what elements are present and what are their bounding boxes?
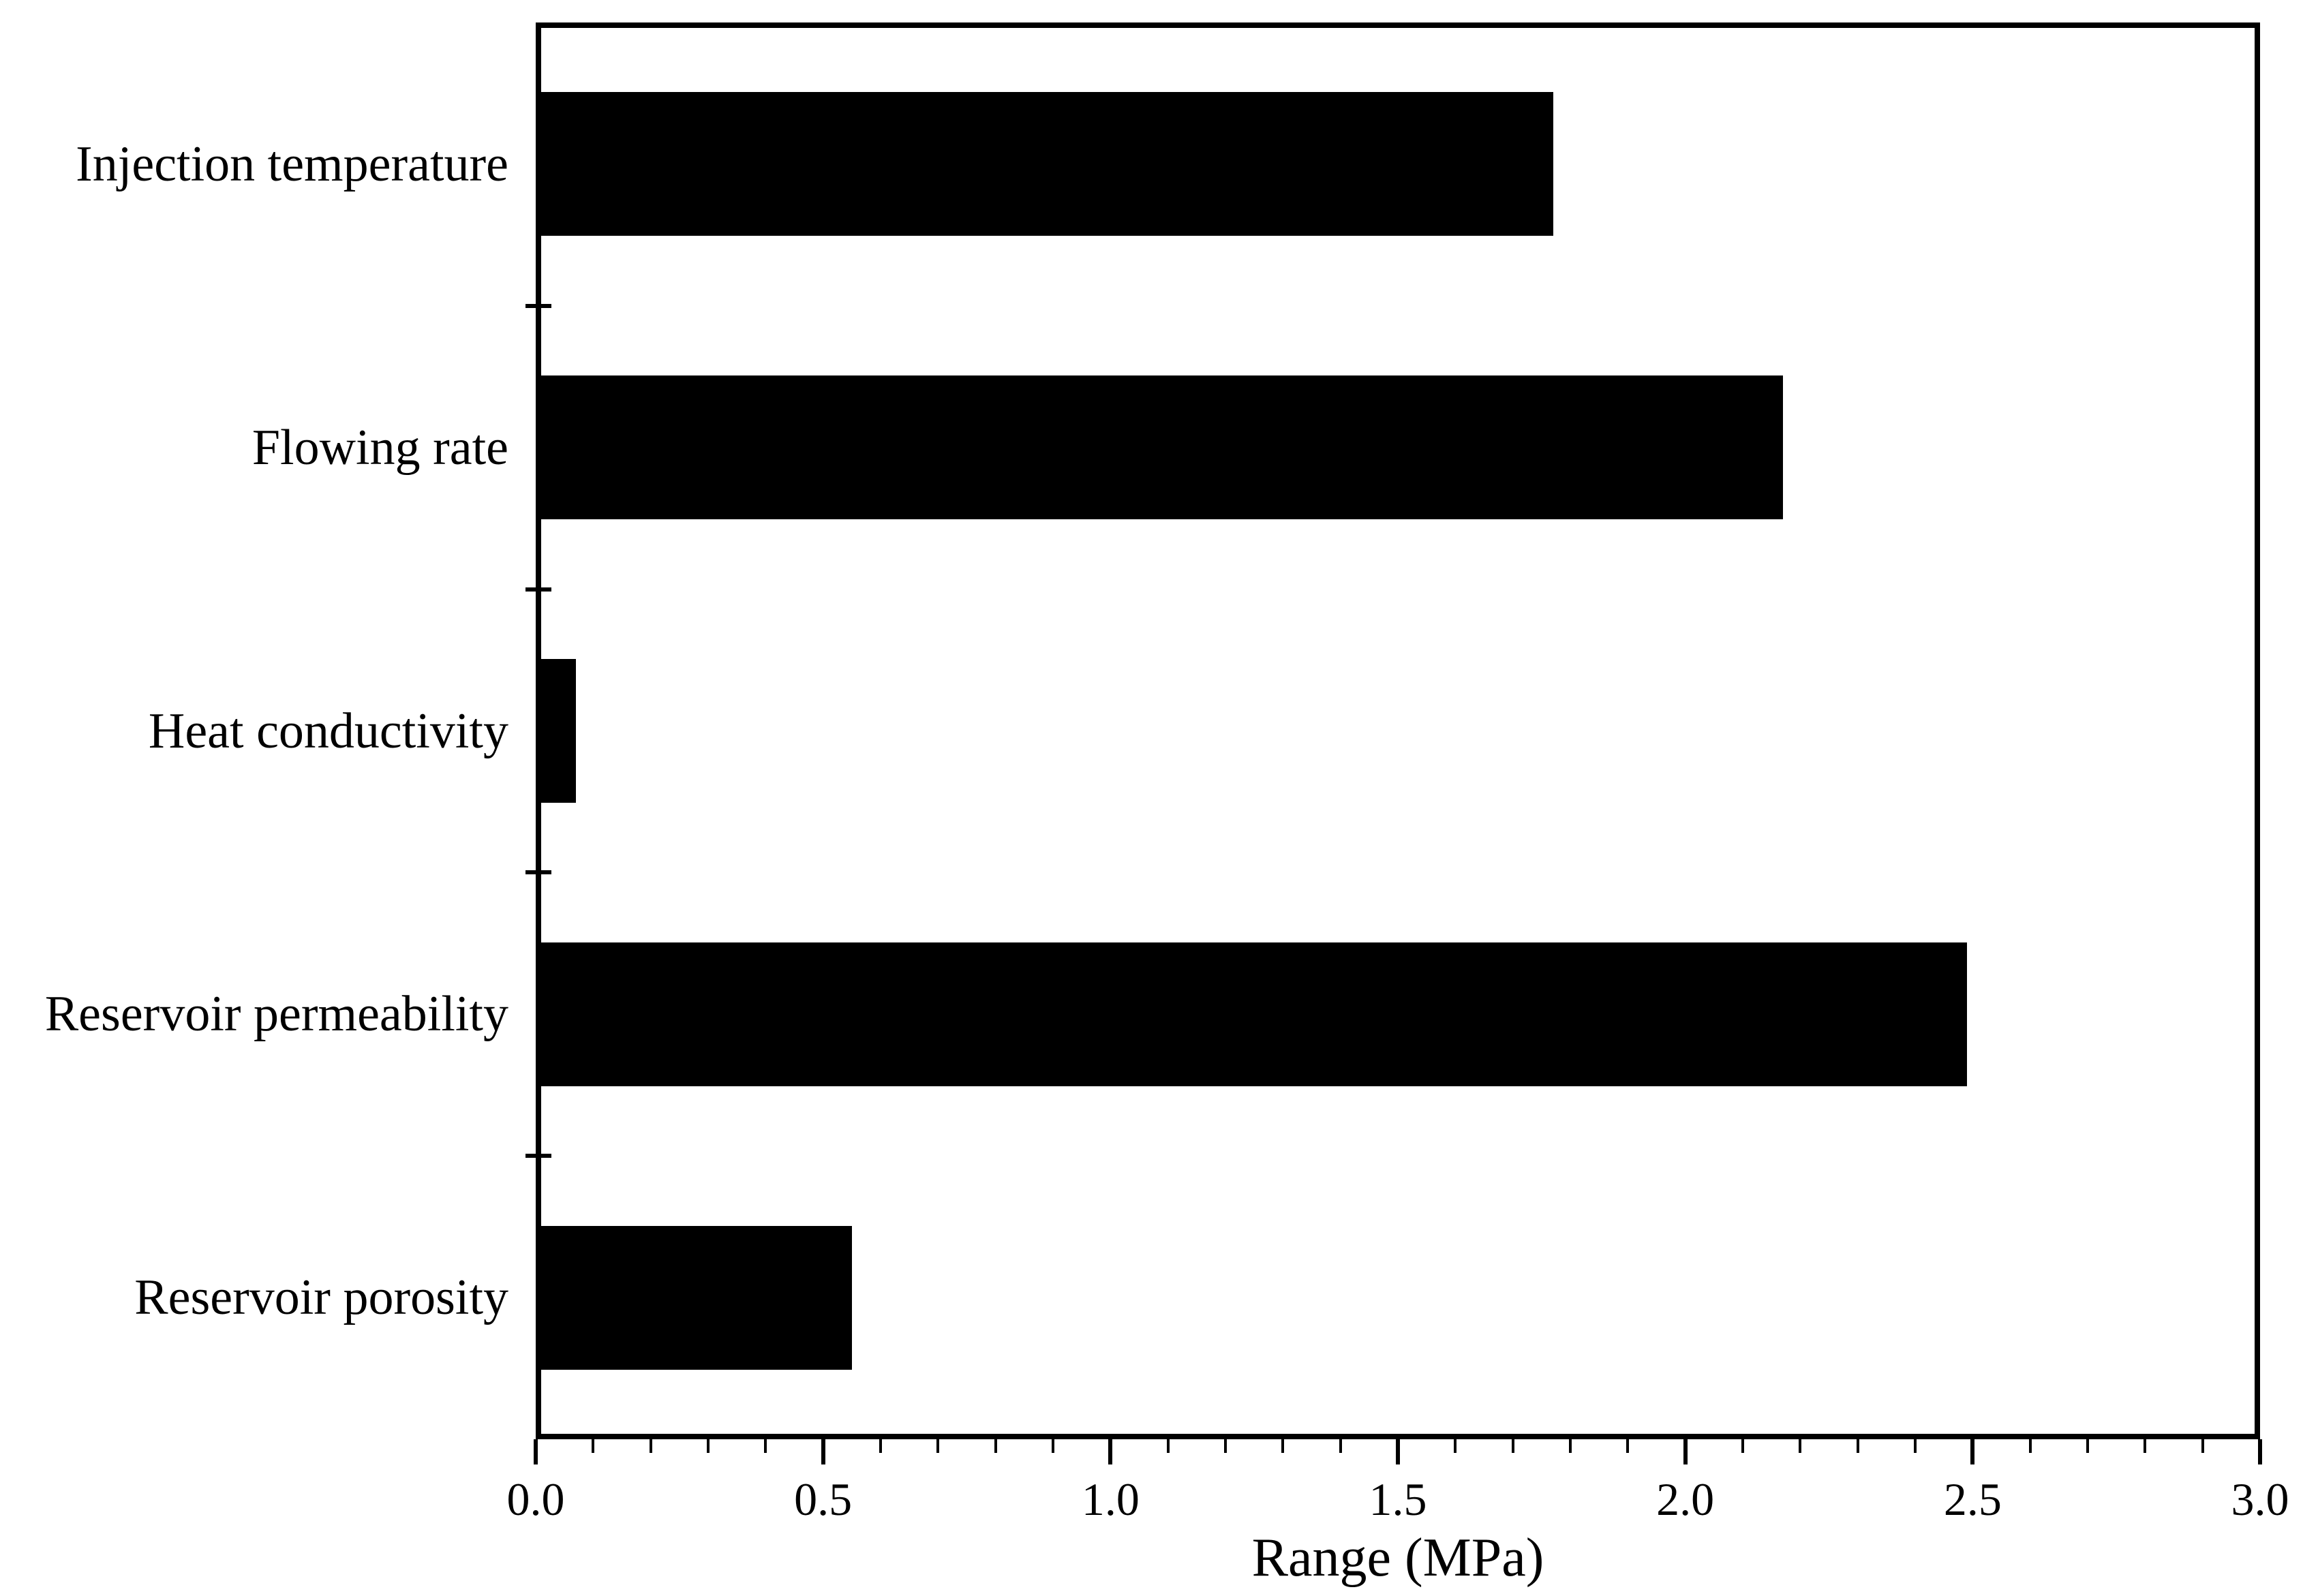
x-minor-tick <box>1799 1439 1802 1453</box>
category-label-reservoir-porosity: Reservoir porosity <box>134 1270 508 1326</box>
x-axis-title: Range (MPa) <box>1251 1528 1544 1588</box>
x-minor-tick <box>764 1439 767 1453</box>
x-major-tick-1.0 <box>1108 1439 1113 1464</box>
x-minor-tick <box>1626 1439 1630 1453</box>
category-label-heat-conductivity: Heat conductivity <box>148 703 508 759</box>
x-major-tick-0.5 <box>821 1439 825 1464</box>
y-boundary-tick <box>525 1154 551 1158</box>
x-minor-tick <box>2201 1439 2204 1453</box>
category-label-flowing-rate: Flowing rate <box>251 419 508 476</box>
bar-flowing-rate <box>536 375 1784 520</box>
category-label-reservoir-permeability: Reservoir permeability <box>44 986 508 1043</box>
x-minor-tick <box>2028 1439 2032 1453</box>
x-minor-tick <box>1914 1439 1917 1453</box>
x-minor-tick <box>1569 1439 1572 1453</box>
x-minor-tick <box>2144 1439 2147 1453</box>
y-boundary-tick <box>525 303 551 308</box>
x-minor-tick <box>1856 1439 1859 1453</box>
x-tick-label-0.5: 0.5 <box>794 1473 853 1525</box>
x-minor-tick <box>1052 1439 1054 1453</box>
x-minor-tick <box>1224 1439 1227 1453</box>
x-minor-tick <box>1281 1439 1285 1453</box>
bar-reservoir-permeability <box>536 942 1967 1086</box>
x-minor-tick <box>649 1439 652 1453</box>
x-tick-label-2.0: 2.0 <box>1656 1473 1715 1525</box>
x-minor-tick <box>1741 1439 1744 1453</box>
x-major-tick-2.0 <box>1683 1439 1688 1464</box>
bar-heat-conductivity <box>536 659 577 803</box>
x-minor-tick <box>707 1439 710 1453</box>
x-minor-tick <box>879 1439 882 1453</box>
x-tick-label-3.0: 3.0 <box>2231 1473 2289 1525</box>
category-label-injection-temperature: Injection temperature <box>76 136 508 192</box>
x-minor-tick <box>994 1439 997 1453</box>
y-boundary-tick <box>525 870 551 875</box>
x-minor-tick <box>592 1439 595 1453</box>
x-tick-label-1.0: 1.0 <box>1081 1473 1140 1525</box>
x-minor-tick <box>1339 1439 1342 1453</box>
x-minor-tick <box>1511 1439 1514 1453</box>
x-minor-tick <box>1166 1439 1170 1453</box>
x-major-tick-3.0 <box>2258 1439 2262 1464</box>
x-minor-tick <box>936 1439 940 1453</box>
x-major-tick-2.5 <box>1970 1439 1975 1464</box>
bar-reservoir-porosity <box>536 1225 852 1370</box>
x-minor-tick <box>1454 1439 1457 1453</box>
y-boundary-tick <box>525 587 551 592</box>
x-minor-tick <box>2086 1439 2089 1453</box>
x-tick-label-0.0: 0.0 <box>506 1473 565 1525</box>
x-major-tick-1.5 <box>1396 1439 1400 1464</box>
x-major-tick-0.0 <box>534 1439 538 1464</box>
x-tick-label-1.5: 1.5 <box>1369 1473 1427 1525</box>
x-tick-label-2.5: 2.5 <box>1943 1473 2002 1525</box>
bar-injection-temperature <box>536 92 1553 236</box>
